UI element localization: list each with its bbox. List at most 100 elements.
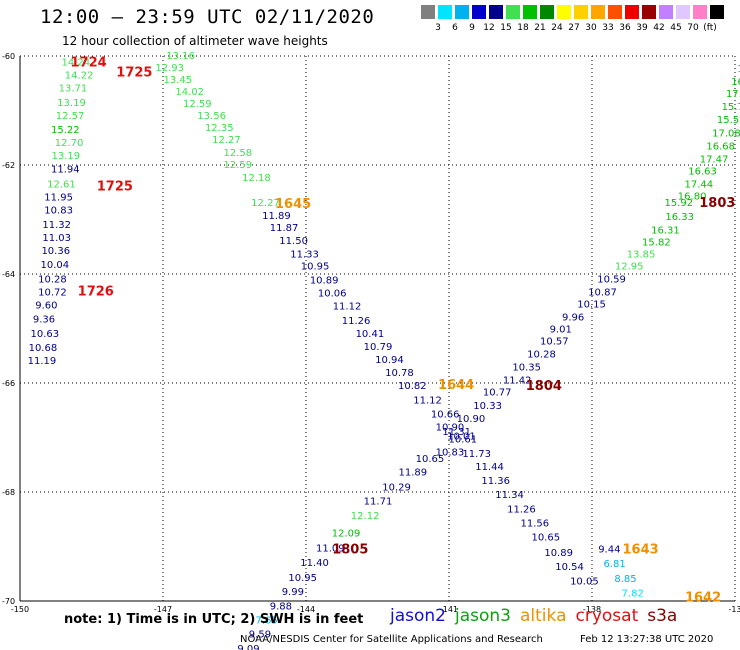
legend-jason3: jason3 [455, 606, 511, 626]
timestamp-text: Feb 12 13:27:38 UTC 2020 [580, 634, 714, 645]
y-tick-label: -68 [2, 488, 15, 497]
wave-height-value: 10.28 [38, 274, 67, 285]
scale-swatch [523, 5, 537, 19]
scale-swatch [625, 5, 639, 19]
wave-height-value: 10.61 [449, 435, 478, 446]
wave-height-value: 11.50 [279, 236, 308, 247]
pass-time-label: 1804 [526, 379, 562, 394]
wave-height-value: 13.19 [51, 151, 80, 162]
wave-height-value: 12.95 [615, 261, 644, 272]
wave-height-value: 12.93 [155, 63, 184, 74]
y-tick-label: -70 [2, 597, 15, 606]
wave-height-value: 10.29 [382, 483, 411, 494]
wave-height-value: 11.71 [364, 497, 393, 508]
scale-swatch [540, 5, 554, 19]
scale-label: 15 [500, 23, 512, 33]
pass-time-label: 1803 [699, 196, 735, 211]
pass-time-label: 1726 [78, 284, 114, 299]
wave-height-value: 9.99 [282, 587, 304, 598]
scale-swatch [421, 5, 435, 19]
wave-height-value: 15.92 [664, 198, 693, 209]
wave-height-value: 10.72 [38, 287, 67, 298]
pass-time-label: 1805 [332, 543, 368, 558]
wave-height-value: 9.59 [249, 630, 271, 641]
wave-height-value: 10.36 [41, 246, 70, 257]
wave-height-value: 9.36 [33, 315, 55, 326]
wave-height-value: 11.40 [300, 558, 329, 569]
wave-height-value: 11.31 [442, 427, 471, 438]
wave-height-value: 10.87 [588, 287, 617, 298]
wave-height-value: 10.77 [483, 388, 512, 399]
pass-time-label: 1725 [97, 180, 133, 195]
wave-height-value: 10.66 [431, 410, 460, 421]
wave-height-value: 10.83 [44, 206, 73, 217]
wave-height-value: 10.65 [416, 454, 445, 465]
wave-height-value: 15.22 [51, 125, 80, 136]
wave-height-value: 16.68 [706, 141, 735, 152]
credit-text: NOAA/NESDIS Center for Satellite Applica… [240, 634, 543, 645]
wave-height-value: 14.22 [65, 71, 94, 82]
wave-height-value: 9.01 [550, 325, 572, 336]
wave-height-value: 12.59 [224, 160, 253, 171]
wave-height-value: 17.19 [726, 89, 740, 100]
wave-height-value: 10.01 [447, 431, 476, 442]
wave-height-value: 12.27 [212, 135, 241, 146]
wave-height-value: 11.36 [481, 476, 510, 487]
wave-height-value: 10.65 [531, 533, 560, 544]
page-subtitle: 12 hour collection of altimeter wave hei… [62, 34, 328, 48]
x-tick-label: -150 [11, 605, 29, 614]
wave-height-value: 10.15 [577, 299, 606, 310]
scale-label: 3 [435, 23, 441, 33]
wave-height-value: 13.19 [57, 98, 86, 109]
scale-label: 39 [636, 23, 648, 33]
scale-swatch [557, 5, 571, 19]
wave-height-value: 13.45 [163, 75, 192, 86]
note-text: note: 1) Time is in UTC; 2) SWH is in fe… [64, 612, 364, 627]
scale-label: 33 [602, 23, 614, 33]
wave-height-value: 7.65 [255, 616, 277, 627]
wave-height-value: 16.63 [688, 166, 717, 177]
scale-swatch [574, 5, 588, 19]
wave-height-value: 11.12 [333, 302, 362, 313]
wave-height-value: 16.31 [651, 225, 680, 236]
wave-height-value: 11.26 [507, 504, 536, 515]
wave-height-value: 11.56 [521, 519, 550, 530]
wave-height-value: 11.95 [44, 193, 73, 204]
wave-height-value: 10.89 [544, 548, 573, 559]
wave-height-value: 11.89 [398, 467, 427, 478]
wave-height-value: 16.02 [737, 64, 740, 75]
scale-swatch [472, 5, 486, 19]
scale-label: (ft) [703, 23, 717, 33]
scale-swatch [693, 5, 707, 19]
scale-swatch [506, 5, 520, 19]
wave-height-value: 12.09 [332, 528, 361, 539]
wave-height-value: 12.35 [205, 123, 234, 134]
wave-height-value: 11.87 [270, 223, 299, 234]
wave-height-value: 12.57 [56, 111, 85, 122]
wave-height-value: 10.95 [288, 573, 317, 584]
pass-time-label: 1644 [438, 378, 474, 393]
scale-label: 36 [619, 23, 631, 33]
wave-height-value: 10.57 [540, 336, 569, 347]
scale-label: 30 [585, 23, 597, 33]
wave-height-value: 10.05 [570, 576, 599, 587]
wave-height-value: 10.35 [512, 363, 541, 374]
wave-height-value: 17.44 [684, 180, 713, 191]
y-tick-label: -64 [2, 270, 15, 279]
wave-height-value: 10.82 [398, 381, 427, 392]
pass-time-label: 1642 [685, 591, 721, 606]
scale-swatch [455, 5, 469, 19]
scale-label: 45 [670, 23, 682, 33]
wave-height-value: 13.16 [166, 51, 195, 62]
legend-cryosat: cryosat [575, 606, 639, 626]
wave-height-value: 14.24 [61, 57, 90, 68]
x-tick-label: -141 [440, 605, 458, 614]
wave-height-value: 12.59 [183, 99, 212, 110]
wave-height-value: 11.03 [42, 233, 71, 244]
x-tick-label: -138 [583, 605, 601, 614]
satellite-legend: jason2 jason3 altika cryosat s3a [390, 606, 686, 626]
scale-label: 9 [469, 23, 475, 33]
x-tick-label: -147 [154, 605, 172, 614]
wave-height-value: 17.47 [700, 154, 729, 165]
wave-height-value: 12.27 [251, 198, 280, 209]
